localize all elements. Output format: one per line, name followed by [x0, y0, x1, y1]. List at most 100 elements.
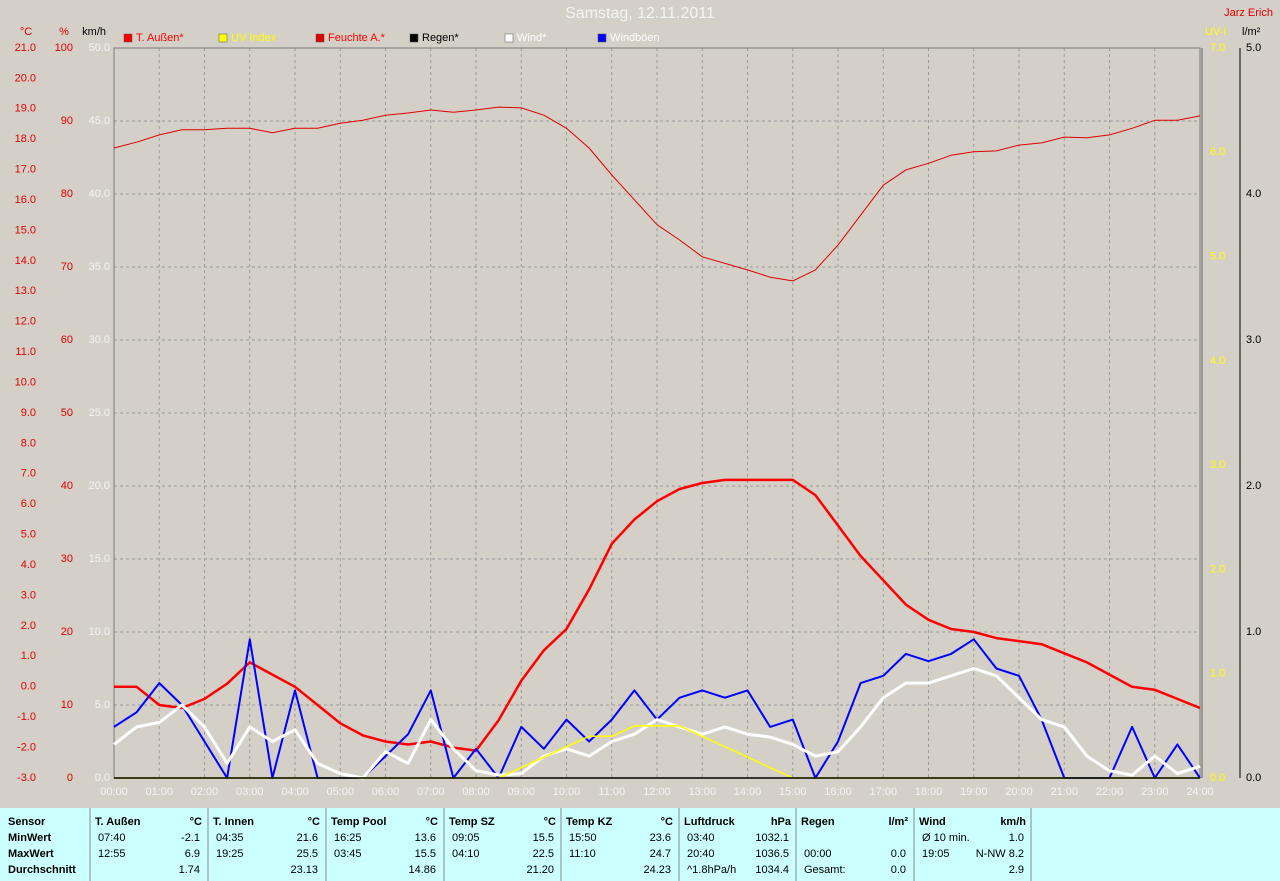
- x-tick-label: 07:00: [417, 786, 445, 798]
- cell-value: 22.5: [533, 848, 554, 860]
- cell-time: 19:05: [922, 848, 950, 860]
- x-tick-label: 09:00: [507, 786, 535, 798]
- axis-tick-label: 70: [61, 261, 73, 273]
- group-unit: km/h: [1000, 816, 1026, 828]
- cell-time: Gesamt:: [804, 864, 846, 876]
- group-name: T. Innen: [213, 816, 254, 828]
- group-unit: °C: [190, 816, 202, 828]
- group-name: T. Außen: [95, 816, 141, 828]
- axis-tick-label: 20: [61, 626, 73, 638]
- cell-time: 15:50: [569, 832, 597, 844]
- y-axis-label: km/h: [82, 26, 106, 38]
- axis-tick-label: 8.0: [21, 437, 36, 449]
- cell-value: 21.6: [297, 832, 318, 844]
- y-tick-label: 35.0: [89, 261, 110, 273]
- cell-value: 21.20: [526, 864, 554, 876]
- x-tick-label: 10:00: [553, 786, 581, 798]
- y-tick-label: 25.0: [89, 407, 110, 419]
- x-tick-label: 19:00: [960, 786, 988, 798]
- y-tick-label: 45.0: [89, 115, 110, 127]
- x-tick-label: 04:00: [281, 786, 309, 798]
- cell-value: 6.9: [185, 848, 200, 860]
- axis-tick-label: 40: [61, 480, 73, 492]
- row-label: Sensor: [8, 816, 46, 828]
- group-unit: °C: [544, 816, 556, 828]
- x-tick-label: 02:00: [191, 786, 219, 798]
- cell-value: 15.5: [533, 832, 554, 844]
- y-tick-label: 0.0: [95, 772, 110, 784]
- axis-label: UV-I: [1205, 26, 1226, 38]
- axis-tick-label: 6.0: [1210, 146, 1225, 158]
- axis-label: l/m²: [1242, 26, 1261, 38]
- axis-tick-label: 3.0: [21, 589, 36, 601]
- axis-tick-label: 30: [61, 553, 73, 565]
- cell-time: 11:10: [569, 848, 596, 860]
- group-unit: l/m²: [888, 816, 908, 828]
- axis-tick-label: 50: [61, 407, 73, 419]
- axis-label: %: [59, 26, 69, 38]
- cell-time: 09:05: [452, 832, 480, 844]
- axis-tick-label: 3.0: [1246, 334, 1261, 346]
- group-unit: °C: [661, 816, 673, 828]
- axis-tick-label: 2.0: [1246, 480, 1261, 492]
- series-line: [113, 667, 1201, 780]
- legend-swatch: [409, 33, 419, 43]
- cell-value: 1034.4: [755, 864, 789, 876]
- legend-swatch: [315, 33, 325, 43]
- axis-tick-label: 13.0: [15, 285, 36, 297]
- cell-value: 25.5: [297, 848, 318, 860]
- x-tick-label: 05:00: [326, 786, 354, 798]
- cell-time: 16:25: [334, 832, 362, 844]
- x-tick-label: 06:00: [372, 786, 400, 798]
- legend-swatch: [504, 33, 514, 43]
- group-name: Temp KZ: [566, 816, 613, 828]
- axis-tick-label: 5.0: [21, 529, 36, 541]
- legend-label: Wind*: [517, 32, 547, 44]
- cell-time: 00:00: [804, 848, 832, 860]
- axis-tick-label: 2.0: [21, 620, 36, 632]
- cell-time: 19:25: [216, 848, 244, 860]
- stats-panel: [0, 808, 1280, 881]
- axis-tick-label: 80: [61, 188, 73, 200]
- axis-tick-label: 10.0: [15, 376, 36, 388]
- x-tick-label: 15:00: [779, 786, 807, 798]
- axis-tick-label: 16.0: [15, 194, 36, 206]
- group-name: Temp Pool: [331, 816, 386, 828]
- y-tick-label: 30.0: [89, 334, 110, 346]
- y-tick-label: 5.0: [95, 699, 110, 711]
- legend-swatch: [218, 33, 228, 43]
- group-name: Regen: [801, 816, 835, 828]
- axis-tick-label: 0: [67, 772, 73, 784]
- cell-value: 1.74: [179, 864, 200, 876]
- x-tick-label: 17:00: [869, 786, 897, 798]
- cell-value: 0.0: [891, 864, 906, 876]
- y-tick-label: 20.0: [89, 480, 110, 492]
- axis-tick-label: 14.0: [15, 255, 36, 267]
- axis-tick-label: 0.0: [1246, 772, 1261, 784]
- x-tick-label: 18:00: [915, 786, 943, 798]
- cell-value: 15.5: [415, 848, 436, 860]
- axis-tick-label: -3.0: [17, 772, 36, 784]
- chart-title: Samstag, 12.11.2011: [565, 5, 715, 22]
- legend-label: Regen*: [422, 32, 459, 44]
- group-unit: °C: [426, 816, 438, 828]
- axis-tick-label: 100: [55, 42, 73, 54]
- axis-tick-label: 2.0: [1210, 563, 1225, 575]
- x-tick-label: 12:00: [643, 786, 671, 798]
- x-tick-label: 23:00: [1141, 786, 1169, 798]
- axis-tick-label: 12.0: [15, 316, 36, 328]
- cell-value: 24.7: [650, 848, 671, 860]
- cell-value: 14.86: [408, 864, 436, 876]
- x-tick-label: 24:00: [1186, 786, 1214, 798]
- y-tick-label: 15.0: [89, 553, 110, 565]
- x-tick-label: 13:00: [688, 786, 716, 798]
- axis-tick-label: 7.0: [1210, 42, 1225, 54]
- x-tick-label: 16:00: [824, 786, 852, 798]
- series-line: [113, 106, 1201, 282]
- x-tick-label: 03:00: [236, 786, 264, 798]
- axis-tick-label: 1.0: [1210, 668, 1225, 680]
- cell-value: 1.0: [1009, 832, 1024, 844]
- group-unit: °C: [308, 816, 320, 828]
